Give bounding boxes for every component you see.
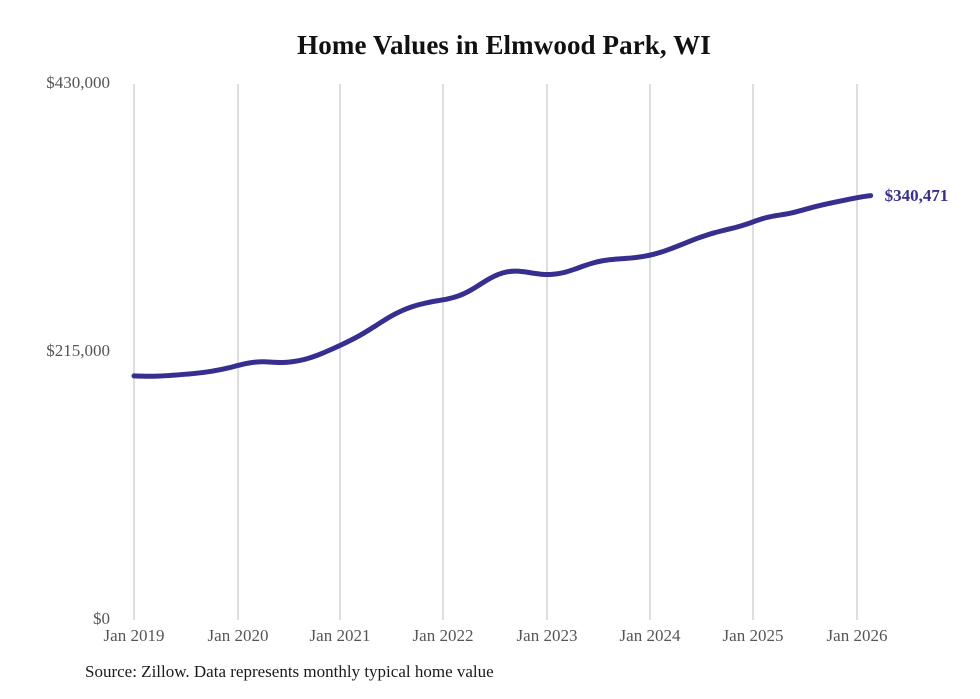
y-tick-label-2: $430,000 [46,73,110,92]
x-tick-label-1: Jan 2020 [207,626,269,645]
x-tick-label-0: Jan 2019 [103,626,165,645]
x-tick-label-6: Jan 2025 [722,626,784,645]
x-tick-label-3: Jan 2022 [412,626,474,645]
x-tick-label-5: Jan 2024 [619,626,681,645]
y-tick-label-0: $0 [93,609,110,628]
source-note: Source: Zillow. Data represents monthly … [85,662,494,681]
y-tick-label-1: $215,000 [46,341,110,360]
vertical-gridlines [133,84,858,620]
x-tick-label-2: Jan 2021 [309,626,371,645]
x-tick-label-4: Jan 2023 [516,626,578,645]
chart-title: Home Values in Elmwood Park, WI [297,30,711,60]
endpoint-value-label: $340,471 [884,185,949,205]
home-value-line [131,193,874,379]
x-tick-label-7: Jan 2026 [826,626,888,645]
